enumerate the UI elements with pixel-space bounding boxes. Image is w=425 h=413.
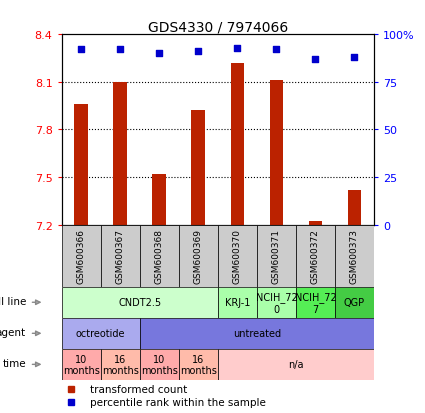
Text: GSM600370: GSM600370 xyxy=(233,229,242,283)
Bar xyxy=(335,225,374,287)
Text: 16
months: 16 months xyxy=(180,354,217,375)
Bar xyxy=(269,81,283,225)
Bar xyxy=(62,287,218,318)
Text: n/a: n/a xyxy=(288,359,303,370)
Bar xyxy=(296,287,335,318)
Bar xyxy=(257,287,296,318)
Bar xyxy=(113,83,127,225)
Text: untreated: untreated xyxy=(233,328,281,339)
Bar xyxy=(218,349,374,380)
Bar xyxy=(230,64,244,225)
Text: GSM600373: GSM600373 xyxy=(350,229,359,283)
Bar xyxy=(140,349,179,380)
Bar xyxy=(309,222,322,225)
Bar xyxy=(348,190,361,225)
Text: GSM600366: GSM600366 xyxy=(76,229,86,283)
Text: octreotide: octreotide xyxy=(76,328,125,339)
Bar xyxy=(179,349,218,380)
Bar xyxy=(296,225,335,287)
Title: GDS4330 / 7974066: GDS4330 / 7974066 xyxy=(147,20,288,34)
Text: percentile rank within the sample: percentile rank within the sample xyxy=(90,397,266,407)
Text: GSM600367: GSM600367 xyxy=(116,229,125,283)
Bar xyxy=(179,225,218,287)
Text: agent: agent xyxy=(0,327,26,337)
Bar xyxy=(257,225,296,287)
Text: 10
months: 10 months xyxy=(141,354,178,375)
Point xyxy=(156,51,163,57)
Bar xyxy=(101,349,140,380)
Text: transformed count: transformed count xyxy=(90,385,187,394)
Text: cell line: cell line xyxy=(0,296,26,306)
Point xyxy=(351,55,358,61)
Text: 16
months: 16 months xyxy=(102,354,139,375)
Bar xyxy=(335,287,374,318)
Point xyxy=(273,47,280,54)
Bar xyxy=(62,225,101,287)
Text: CNDT2.5: CNDT2.5 xyxy=(118,297,161,308)
Text: NCIH_72
0: NCIH_72 0 xyxy=(255,291,297,314)
Bar xyxy=(140,318,374,349)
Text: GSM600368: GSM600368 xyxy=(155,229,164,283)
Point xyxy=(234,45,241,52)
Text: time: time xyxy=(2,358,26,368)
Bar xyxy=(62,318,140,349)
Text: KRJ-1: KRJ-1 xyxy=(225,297,250,308)
Text: GSM600371: GSM600371 xyxy=(272,229,281,283)
Text: GSM600372: GSM600372 xyxy=(311,229,320,283)
Text: NCIH_72
7: NCIH_72 7 xyxy=(295,291,336,314)
Bar xyxy=(218,225,257,287)
Point xyxy=(78,47,85,54)
Point xyxy=(195,49,202,55)
Bar xyxy=(101,225,140,287)
Bar xyxy=(218,287,257,318)
Text: GSM600369: GSM600369 xyxy=(194,229,203,283)
Text: 10
months: 10 months xyxy=(63,354,99,375)
Bar xyxy=(191,111,205,225)
Bar xyxy=(62,349,101,380)
Bar xyxy=(74,105,88,225)
Bar xyxy=(153,174,166,225)
Text: QGP: QGP xyxy=(344,297,365,308)
Point xyxy=(312,57,319,63)
Point xyxy=(117,47,124,54)
Bar xyxy=(140,225,179,287)
